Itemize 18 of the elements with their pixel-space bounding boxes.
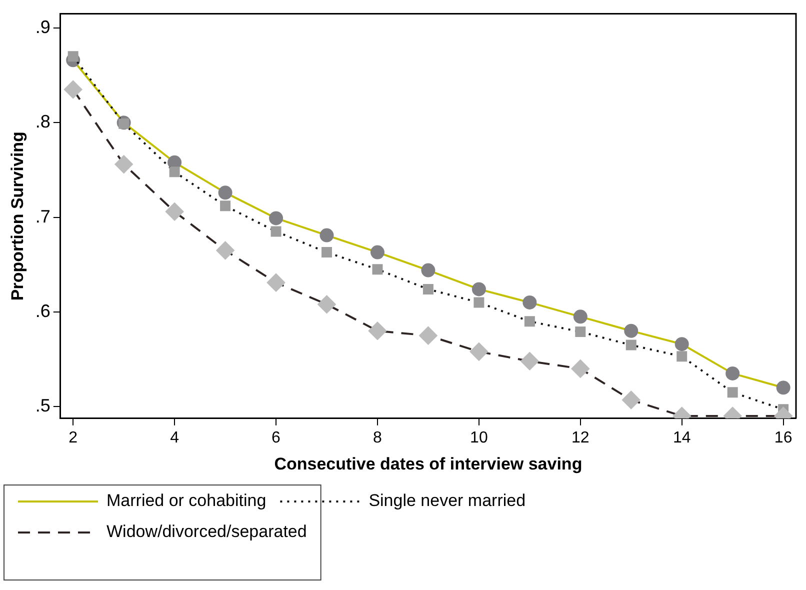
x-tick-label: 14	[672, 429, 691, 446]
x-tick-label: 6	[272, 429, 281, 446]
y-tick-label: .5	[35, 396, 50, 416]
x-tick-label: 2	[68, 429, 78, 446]
y-tick-label: .7	[35, 206, 50, 226]
y-axis-title: Proportion Surviving	[8, 132, 27, 301]
x-tick-label: 8	[373, 429, 382, 446]
x-tick-label: 4	[170, 429, 180, 446]
legend-label: Single never married	[368, 491, 526, 510]
y-tick-label: .8	[35, 112, 50, 132]
x-tick-label: 16	[774, 429, 792, 446]
x-axis-title: Consecutive dates of interview saving	[274, 454, 582, 474]
y-tick-label: .9	[35, 16, 50, 37]
x-tick-label: 12	[572, 429, 590, 446]
x-tick-label: 10	[470, 429, 488, 446]
y-tick-label: .6	[35, 300, 50, 321]
legend-label: Widow/divorced/separated	[106, 522, 307, 542]
legend-label: Married or cohabiting	[106, 491, 266, 510]
